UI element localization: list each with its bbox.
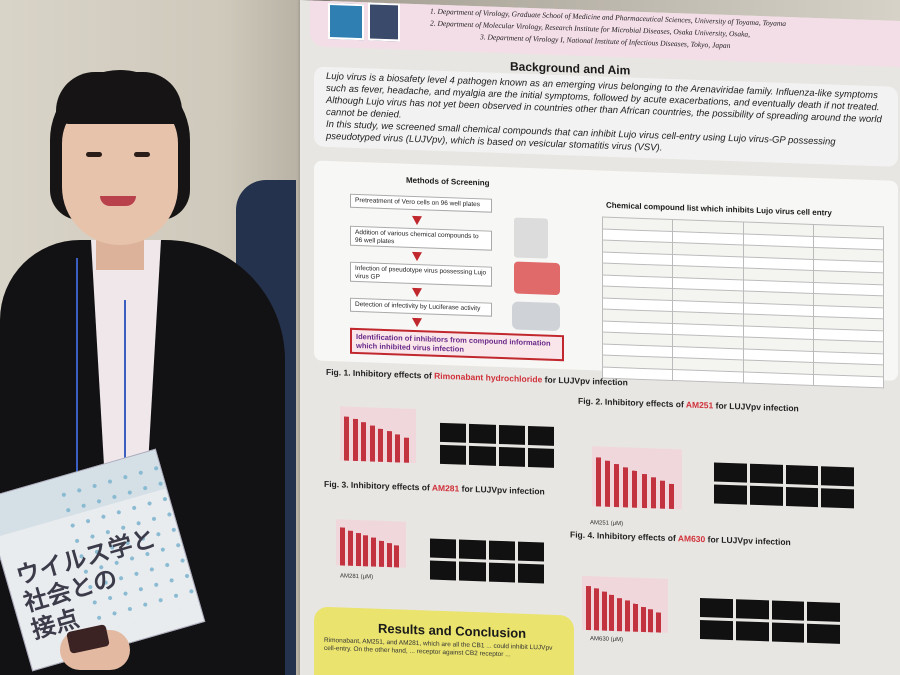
fig3-title: Fig. 3. Inhibitory effects of AM281 for … — [324, 478, 545, 497]
left-eye — [86, 152, 102, 157]
chart-bar — [614, 463, 620, 508]
culture-plate-image — [514, 261, 560, 296]
chart-bar — [403, 437, 409, 463]
chart-bar — [352, 419, 358, 462]
arrow-icon — [412, 215, 422, 226]
chart-bar — [632, 603, 638, 632]
chart-bar — [617, 597, 623, 632]
chart-bar — [386, 543, 392, 568]
chart-bar — [605, 460, 611, 507]
well-plate-image — [514, 217, 548, 259]
chart-bar — [650, 477, 656, 509]
fig4-cell-images — [700, 597, 840, 644]
arrow-icon — [412, 317, 422, 328]
chart-bar — [640, 606, 646, 633]
chart-bar — [593, 588, 599, 631]
hair-bangs — [56, 72, 182, 124]
chart-bar — [596, 457, 601, 507]
chart-bar — [659, 480, 665, 509]
luminometer-image — [512, 301, 560, 332]
fig1-title: Fig. 1. Inhibitory effects of Rimonabant… — [326, 366, 628, 388]
chart-bar — [625, 600, 630, 632]
smile — [100, 196, 136, 206]
lanyard — [76, 258, 78, 488]
chart-bar — [344, 416, 349, 461]
fig4-x-label: AM630 (μM) — [590, 636, 624, 644]
chart-bar — [601, 591, 607, 631]
chart-bar — [394, 545, 400, 568]
chart-bar — [609, 594, 615, 631]
fig4-title: Fig. 4. Inhibitory effects of AM630 for … — [570, 529, 791, 548]
chart-bar — [648, 609, 654, 633]
fig1-cell-images — [440, 422, 554, 468]
university-logo — [328, 2, 364, 41]
chart-bar — [371, 537, 376, 567]
arrow-icon — [412, 251, 422, 262]
right-eye — [134, 152, 150, 157]
chart-bar — [378, 428, 383, 462]
fig3-x-label: AM281 (μM) — [340, 573, 374, 581]
research-poster: 1. Department of Virology, Graduate Scho… — [300, 0, 900, 675]
chart-bar — [668, 483, 674, 510]
presenter: ウイルス学と 社会との 接点 — [0, 0, 300, 675]
chart-bar — [386, 431, 392, 463]
chart-bar — [632, 470, 638, 508]
fig2-x-label: AM251 (μM) — [590, 520, 624, 528]
chart-bar — [347, 530, 353, 566]
chart-bar — [378, 540, 384, 567]
chart-bar — [641, 473, 647, 509]
fig3-cell-images — [430, 538, 544, 584]
chart-bar — [340, 527, 345, 566]
fig2-title: Fig. 2. Inhibitory effects of AM251 for … — [578, 395, 799, 414]
fig2-bar-chart — [592, 446, 682, 510]
presenter-photo — [368, 2, 400, 42]
chart-bar — [363, 535, 369, 567]
chart-bar — [623, 467, 629, 508]
chart-bar — [361, 422, 366, 462]
chart-bar — [656, 612, 662, 633]
compound-table — [602, 217, 884, 389]
table-cell — [672, 369, 743, 383]
chart-bar — [355, 532, 361, 567]
table-cell — [813, 373, 884, 388]
chart-bar — [586, 585, 591, 631]
fig4-bar-chart — [582, 575, 668, 633]
chart-bar — [369, 425, 375, 462]
fig1-bar-chart — [340, 406, 416, 464]
chart-bar — [395, 434, 400, 463]
fig2-cell-images — [714, 462, 854, 509]
arrow-icon — [412, 287, 422, 298]
table-cell — [743, 371, 814, 386]
fig3-bar-chart — [336, 519, 406, 568]
lanyard — [124, 300, 126, 480]
